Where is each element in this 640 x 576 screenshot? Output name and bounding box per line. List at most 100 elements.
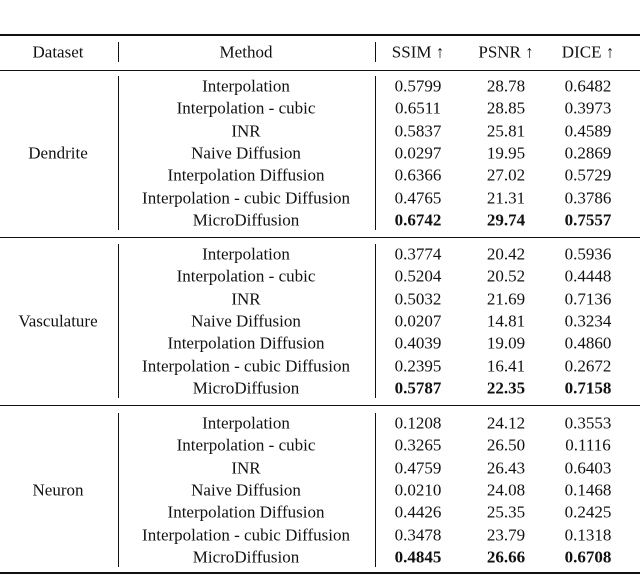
metric-cell: 0.3234 xyxy=(564,311,612,331)
metric-cell: 26.50 xyxy=(486,435,526,455)
method-cell: Interpolation Diffusion xyxy=(167,333,325,353)
method-cell: INR xyxy=(231,458,261,478)
metric-cell: 25.81 xyxy=(486,121,526,141)
method-cell: MicroDiffusion xyxy=(192,547,300,567)
metric-cell: 0.4860 xyxy=(564,333,612,353)
column-divider xyxy=(118,76,119,231)
metric-cell: 0.6742 xyxy=(394,210,442,230)
metric-cell: 28.78 xyxy=(486,76,526,96)
method-cell: Interpolation - cubic Diffusion xyxy=(142,356,350,376)
method-cell: MicroDiffusion xyxy=(192,378,300,398)
metric-cell: 0.2395 xyxy=(394,356,442,376)
method-cell: Interpolation - cubic Diffusion xyxy=(142,525,350,545)
metric-cell: 0.0207 xyxy=(394,311,442,331)
metric-cell: 25.35 xyxy=(486,502,526,522)
metric-cell: 0.5032 xyxy=(394,289,442,309)
method-cell: Interpolation Diffusion xyxy=(167,502,325,522)
metric-cell: 0.6366 xyxy=(394,165,442,185)
metric-cell: 0.6708 xyxy=(564,547,612,567)
column-divider xyxy=(375,42,376,62)
header-cell: Method xyxy=(219,42,273,62)
method-cell: MicroDiffusion xyxy=(192,210,300,230)
method-cell: Interpolation - cubic xyxy=(176,98,316,118)
method-cell: Interpolation xyxy=(202,244,290,264)
header-cell: SSIM ↑ xyxy=(391,42,445,62)
column-divider xyxy=(375,244,376,399)
metric-cell: 0.3478 xyxy=(394,525,442,545)
column-divider xyxy=(375,76,376,231)
metric-cell: 0.4448 xyxy=(564,266,612,286)
method-cell: Interpolation xyxy=(202,76,290,96)
metric-cell: 27.02 xyxy=(486,165,526,185)
method-cell: Interpolation - cubic xyxy=(176,266,316,286)
metric-cell: 20.52 xyxy=(486,266,526,286)
column-divider xyxy=(118,42,119,62)
metric-cell: 21.69 xyxy=(486,289,526,309)
metric-cell: 0.1208 xyxy=(394,413,442,433)
method-cell: Naive Diffusion xyxy=(191,143,301,163)
metric-cell: 0.5837 xyxy=(394,121,442,141)
metric-cell: 0.4759 xyxy=(394,458,442,478)
metric-cell: 16.41 xyxy=(486,356,526,376)
metric-cell: 0.1116 xyxy=(565,435,611,455)
dataset-label: Vasculature xyxy=(18,311,98,331)
metric-cell: 0.5787 xyxy=(394,378,442,398)
metric-cell: 0.3786 xyxy=(564,188,612,208)
metric-cell: 0.3553 xyxy=(564,413,612,433)
metric-cell: 24.08 xyxy=(486,480,526,500)
dataset-label: Neuron xyxy=(32,480,84,500)
dataset-label: Dendrite xyxy=(28,143,88,163)
method-cell: INR xyxy=(231,289,261,309)
metric-cell: 22.35 xyxy=(486,378,526,398)
metric-cell: 0.4845 xyxy=(394,547,442,567)
method-cell: INR xyxy=(231,121,261,141)
metric-cell: 28.85 xyxy=(486,98,526,118)
metric-cell: 0.6482 xyxy=(564,76,612,96)
metric-cell: 0.3265 xyxy=(394,435,442,455)
metric-cell: 0.5799 xyxy=(394,76,442,96)
metric-cell: 0.4039 xyxy=(394,333,442,353)
metric-cell: 0.2672 xyxy=(564,356,612,376)
metric-cell: 0.5204 xyxy=(394,266,442,286)
header-cell: PSNR ↑ xyxy=(478,42,534,62)
metric-cell: 0.6511 xyxy=(394,98,442,118)
metric-cell: 0.4765 xyxy=(394,188,442,208)
group-rule xyxy=(0,236,640,238)
metric-cell: 0.1318 xyxy=(564,525,612,545)
method-cell: Naive Diffusion xyxy=(191,311,301,331)
metric-cell: 0.7557 xyxy=(564,210,612,230)
metric-cell: 0.1468 xyxy=(564,480,612,500)
top-rule xyxy=(0,34,640,36)
metric-cell: 0.3774 xyxy=(394,244,442,264)
metric-cell: 0.0297 xyxy=(394,143,442,163)
method-cell: Interpolation Diffusion xyxy=(167,165,325,185)
metric-cell: 21.31 xyxy=(486,188,526,208)
metric-cell: 0.5729 xyxy=(564,165,612,185)
metric-cell: 23.79 xyxy=(486,525,526,545)
metric-cell: 0.2425 xyxy=(564,502,612,522)
column-divider xyxy=(375,413,376,568)
metric-cell: 19.09 xyxy=(486,333,526,353)
metric-cell: 19.95 xyxy=(486,143,526,163)
bottom-rule xyxy=(0,572,640,574)
metric-cell: 26.66 xyxy=(486,547,526,567)
metric-cell: 0.7136 xyxy=(564,289,612,309)
metric-cell: 0.2869 xyxy=(564,143,612,163)
header-rule xyxy=(0,70,640,71)
method-cell: Interpolation - cubic xyxy=(176,435,316,455)
metric-cell: 0.5936 xyxy=(564,244,612,264)
column-divider xyxy=(118,244,119,399)
method-cell: Interpolation xyxy=(202,413,290,433)
metric-cell: 0.3973 xyxy=(564,98,612,118)
metric-cell: 0.7158 xyxy=(564,378,612,398)
metric-cell: 0.6403 xyxy=(564,458,612,478)
method-cell: Interpolation - cubic Diffusion xyxy=(142,188,350,208)
metric-cell: 14.81 xyxy=(486,311,526,331)
metric-cell: 0.0210 xyxy=(394,480,442,500)
header-cell: Dataset xyxy=(32,42,84,62)
metric-cell: 29.74 xyxy=(486,210,526,230)
method-cell: Naive Diffusion xyxy=(191,480,301,500)
group-rule xyxy=(0,404,640,406)
header-cell: DICE ↑ xyxy=(561,42,615,62)
